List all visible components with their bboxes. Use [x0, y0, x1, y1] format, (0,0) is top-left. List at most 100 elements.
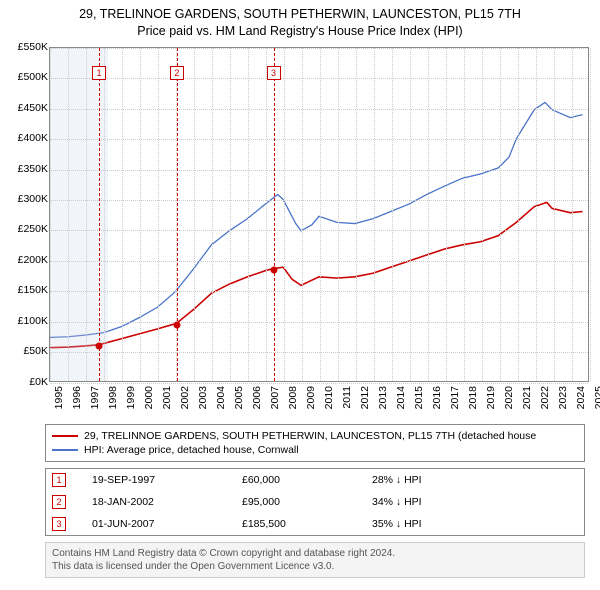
x-axis-label: 2001 — [161, 386, 173, 409]
gridline-v — [104, 48, 105, 381]
gridline-v — [410, 48, 411, 381]
gridline-h — [50, 139, 588, 140]
gridline-v — [140, 48, 141, 381]
series-prop — [50, 202, 583, 347]
y-axis-label: £500K — [4, 71, 48, 83]
x-axis-label: 2019 — [485, 386, 497, 409]
event-date: 19-SEP-1997 — [86, 469, 236, 491]
legend-text: 29, TRELINNOE GARDENS, SOUTH PETHERWIN, … — [84, 430, 536, 442]
event-price: £95,000 — [236, 491, 366, 513]
x-axis-label: 2022 — [539, 386, 551, 409]
gridline-v — [572, 48, 573, 381]
x-axis-label: 2015 — [413, 386, 425, 409]
y-axis-label: £200K — [4, 254, 48, 266]
gridline-h — [50, 383, 588, 384]
gridline-v — [374, 48, 375, 381]
x-axis-label: 2006 — [251, 386, 263, 409]
x-axis-label: 2025 — [593, 386, 600, 409]
gridline-h — [50, 261, 588, 262]
event-rule — [274, 48, 275, 381]
x-axis-label: 2024 — [575, 386, 587, 409]
x-axis-label: 2012 — [359, 386, 371, 409]
event-row: 3 01-JUN-2007£185,50035% ↓ HPI — [46, 513, 584, 535]
gridline-v — [356, 48, 357, 381]
event-marker-icon: 3 — [52, 517, 66, 531]
gridline-v — [68, 48, 69, 381]
gridline-v — [500, 48, 501, 381]
x-axis-label: 2004 — [215, 386, 227, 409]
legend-swatch — [52, 449, 78, 451]
data-point — [173, 321, 180, 328]
event-date: 01-JUN-2007 — [86, 513, 236, 535]
legend: 29, TRELINNOE GARDENS, SOUTH PETHERWIN, … — [45, 424, 585, 462]
series-hpi — [50, 102, 583, 337]
x-axis-label: 2003 — [197, 386, 209, 409]
event-delta: 35% ↓ HPI — [366, 513, 584, 535]
x-axis-label: 2002 — [179, 386, 191, 409]
x-axis-label: 1998 — [107, 386, 119, 409]
title-line2: Price paid vs. HM Land Registry's House … — [8, 23, 592, 40]
y-axis-label: £150K — [4, 284, 48, 296]
y-axis-label: £550K — [4, 41, 48, 53]
x-axis-label: 2009 — [305, 386, 317, 409]
gridline-v — [122, 48, 123, 381]
gridline-v — [338, 48, 339, 381]
legend-row: HPI: Average price, detached house, Corn… — [52, 443, 578, 457]
gridline-h — [50, 352, 588, 353]
footer-line1: Contains HM Land Registry data © Crown c… — [52, 547, 578, 560]
gridline-v — [464, 48, 465, 381]
event-row: 218-JAN-2002£95,00034% ↓ HPI — [46, 491, 584, 513]
attribution: Contains HM Land Registry data © Crown c… — [45, 542, 585, 578]
gridline-v — [428, 48, 429, 381]
gridline-h — [50, 322, 588, 323]
y-axis-label: £0K — [4, 376, 48, 388]
event-delta: 28% ↓ HPI — [366, 469, 584, 491]
event-marker: 2 — [170, 66, 184, 80]
gridline-v — [212, 48, 213, 381]
gridline-v — [194, 48, 195, 381]
gridline-v — [320, 48, 321, 381]
y-axis-label: £350K — [4, 163, 48, 175]
x-axis-label: 2017 — [449, 386, 461, 409]
gridline-h — [50, 48, 588, 49]
event-price: £185,500 — [236, 513, 366, 535]
y-axis-label: £300K — [4, 193, 48, 205]
events-table: 119-SEP-1997£60,00028% ↓ HPI218-JAN-2002… — [45, 468, 585, 536]
gridline-v — [50, 48, 51, 381]
chart-title: 29, TRELINNOE GARDENS, SOUTH PETHERWIN, … — [0, 0, 600, 42]
gridline-h — [50, 78, 588, 79]
event-rule — [99, 48, 100, 381]
x-axis-label: 2011 — [341, 386, 353, 409]
y-axis-label: £400K — [4, 132, 48, 144]
x-axis-label: 2013 — [377, 386, 389, 409]
gridline-h — [50, 109, 588, 110]
x-axis-label: 2000 — [143, 386, 155, 409]
legend-row: 29, TRELINNOE GARDENS, SOUTH PETHERWIN, … — [52, 429, 578, 443]
event-date: 18-JAN-2002 — [86, 491, 236, 513]
legend-text: HPI: Average price, detached house, Corn… — [84, 444, 299, 456]
gridline-v — [158, 48, 159, 381]
gridline-v — [266, 48, 267, 381]
gridline-h — [50, 170, 588, 171]
x-axis-label: 2007 — [269, 386, 281, 409]
x-axis-label: 2014 — [395, 386, 407, 409]
title-line1: 29, TRELINNOE GARDENS, SOUTH PETHERWIN, … — [8, 6, 592, 23]
event-marker: 1 — [92, 66, 106, 80]
event-delta: 34% ↓ HPI — [366, 491, 584, 513]
x-axis-label: 1995 — [53, 386, 65, 409]
gridline-v — [482, 48, 483, 381]
legend-swatch — [52, 435, 78, 437]
y-axis-label: £50K — [4, 345, 48, 357]
gridline-v — [86, 48, 87, 381]
x-axis-label: 2010 — [323, 386, 335, 409]
y-axis-label: £450K — [4, 102, 48, 114]
gridline-h — [50, 230, 588, 231]
x-axis-label: 1999 — [125, 386, 137, 409]
gridline-v — [284, 48, 285, 381]
gridline-v — [554, 48, 555, 381]
gridline-v — [302, 48, 303, 381]
gridline-v — [446, 48, 447, 381]
chart: 123 £0K£50K£100K£150K£200K£250K£300K£350… — [4, 42, 596, 422]
footer-line2: This data is licensed under the Open Gov… — [52, 560, 578, 573]
x-axis-label: 1997 — [89, 386, 101, 409]
